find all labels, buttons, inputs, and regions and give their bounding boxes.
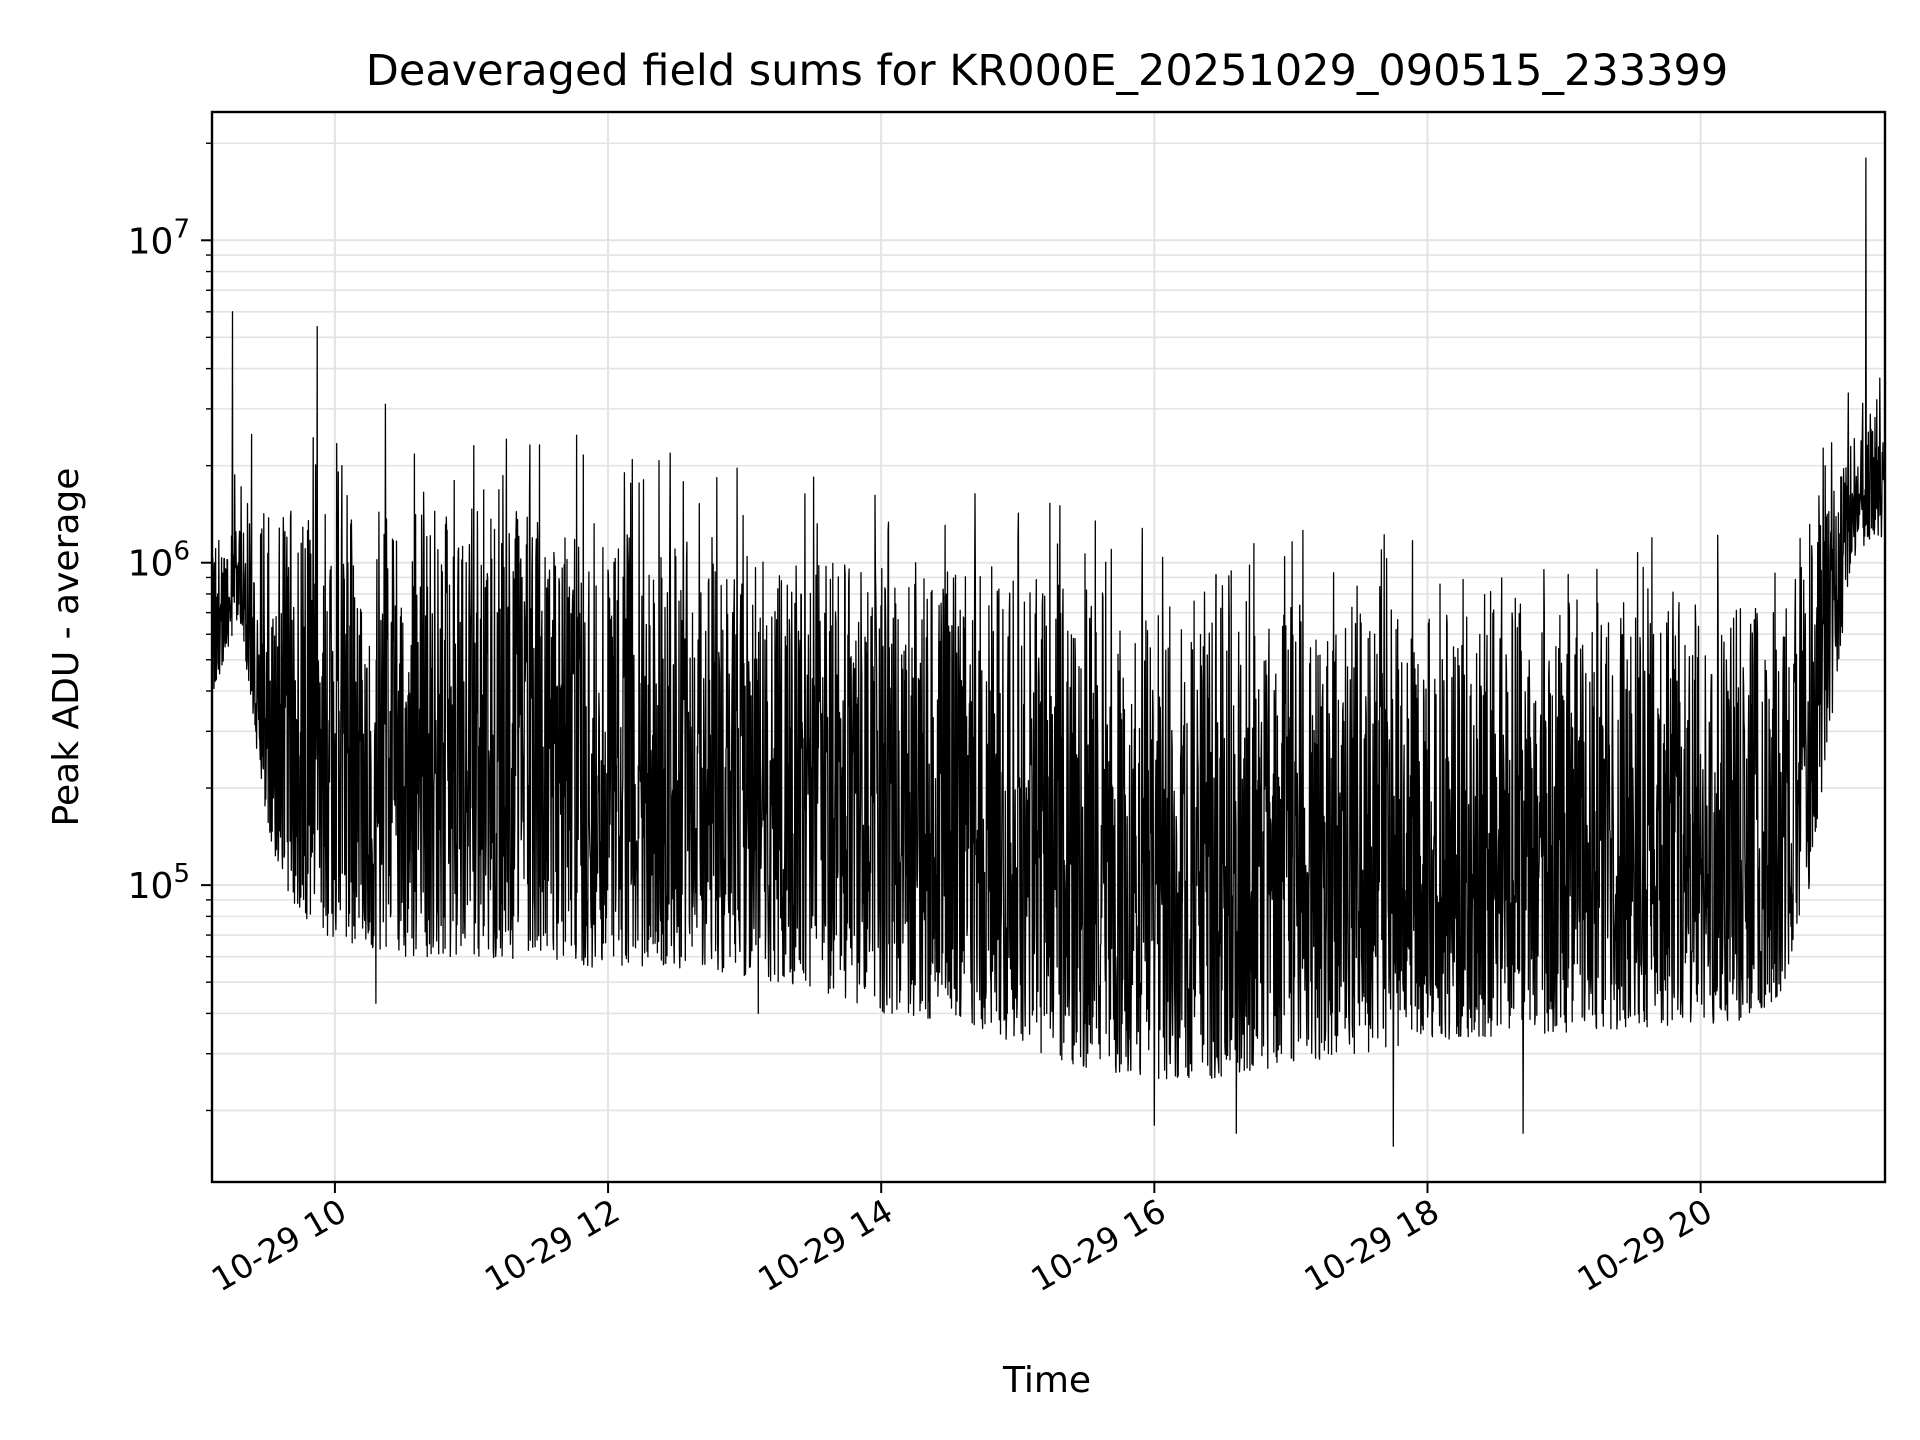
series-line-segment [1717,537,1803,1022]
series-line-group [211,157,1886,1147]
series-line-segment [629,452,715,969]
series-line-segment [1801,157,1886,890]
series-line-segment [797,476,883,1009]
series-line-segment [546,434,631,968]
series-line-segment [1550,568,1636,1033]
series-line-segment [1382,534,1468,1147]
y-tick-base: 10 [128,544,174,585]
series-line-segment [1131,527,1217,1126]
series-line-segment [462,438,548,960]
series-line-segment [1048,502,1134,1074]
y-tick-label: 107 [128,214,190,262]
x-axis-label: Time [1002,1360,1091,1401]
y-tick-exponent: 6 [173,537,190,567]
series-line-segment [378,403,464,958]
y-tick-base: 10 [128,866,174,907]
plot-frame [210,110,1887,1184]
y-axis-label: Peak ADU - average [46,468,87,827]
series-line-segment [880,521,966,1019]
y-tick-exponent: 5 [173,859,190,889]
series-line-segment [295,325,380,1004]
series-line-segment [1633,534,1719,1028]
y-tick-exponent: 7 [173,214,190,244]
series-line-segment [713,467,799,1015]
series-line-segment [1215,541,1301,1134]
series-line-segment [211,311,297,904]
series-line-segment [964,493,1050,1054]
series-line-segment [1299,529,1385,1060]
series-line-segment [1466,568,1552,1134]
chart-title: Deaveraged field sums for KR000E_2025102… [366,46,1728,96]
y-tick-label: 106 [128,537,190,585]
y-tick-base: 10 [128,221,174,262]
y-tick-label: 105 [128,859,190,907]
